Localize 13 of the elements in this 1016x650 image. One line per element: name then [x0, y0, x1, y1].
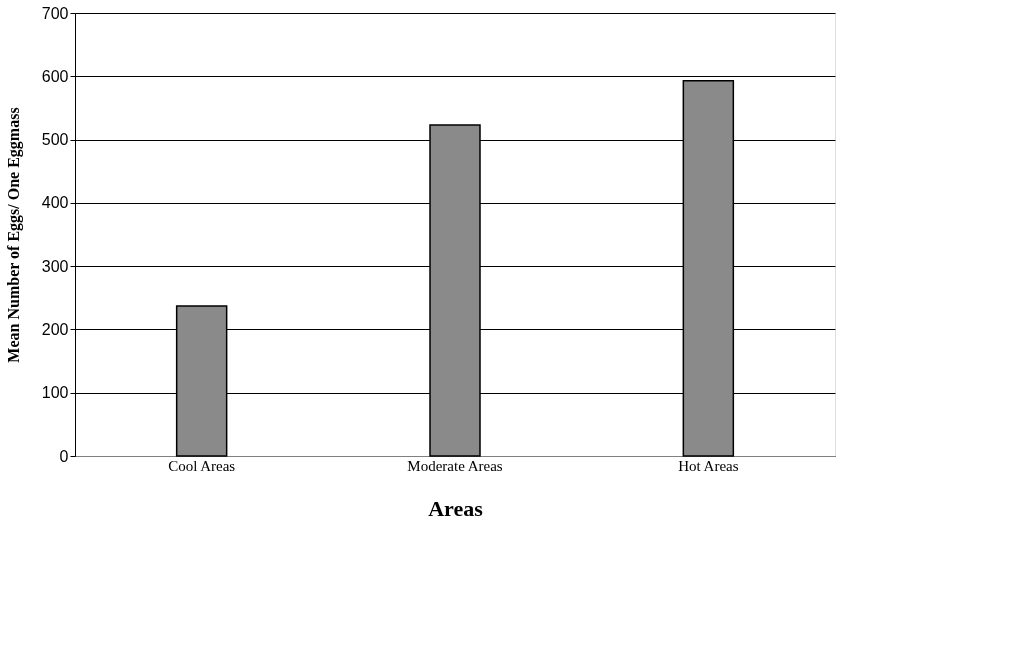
x-tick-label: Cool Areas: [168, 457, 236, 474]
y-tick-label: 200: [41, 320, 69, 338]
x-axis-title: Areas: [428, 495, 484, 521]
x-tick-label: Hot Areas: [678, 457, 739, 474]
y-tick-label: 600: [41, 67, 69, 85]
x-tick-label: Moderate Areas: [407, 457, 503, 474]
y-tick-label: 100: [41, 384, 69, 402]
y-tick-label: 700: [41, 4, 69, 22]
y-axis-title: Mean Number of Eggs/ One Eggmass: [4, 107, 23, 363]
y-tick-label: 300: [41, 257, 69, 275]
y-tick-label: 0: [59, 447, 69, 465]
y-tick-label: 400: [41, 194, 69, 212]
y-tick-label: 500: [41, 131, 69, 149]
